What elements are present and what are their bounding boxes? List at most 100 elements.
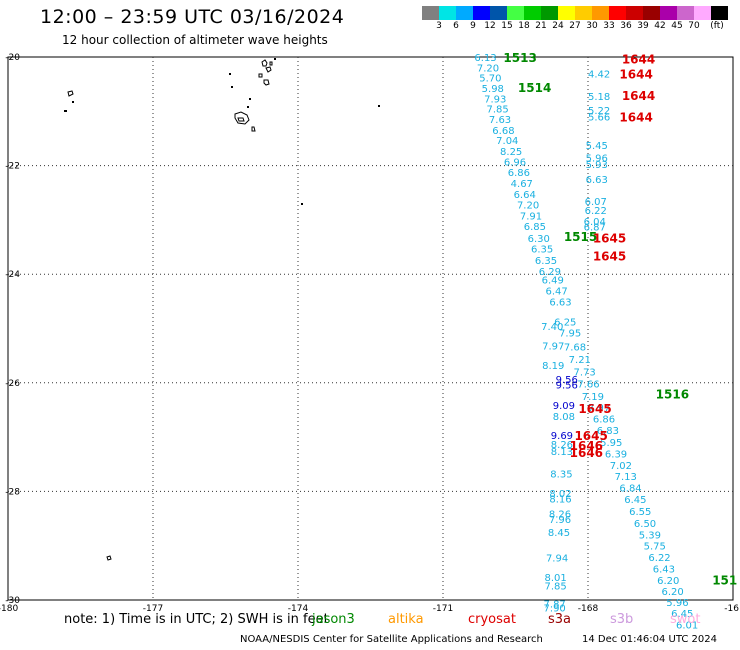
map-title: 12:00 – 23:59 UTC 03/16/2024 bbox=[40, 6, 345, 28]
legend-label: 3 bbox=[436, 21, 442, 31]
island-dot bbox=[231, 86, 233, 88]
wave-height-label: 7.95 bbox=[559, 328, 581, 339]
track-a: 6.137.205.705.987.937.857.636.687.048.25… bbox=[474, 53, 698, 631]
pass-time-label: 1516 bbox=[656, 388, 689, 402]
track-b: 4.42 5.18 5.225.66 5.455.965.93 6.63 6.076.22… bbox=[584, 69, 611, 233]
wave-height-label: 6.49 bbox=[542, 276, 564, 287]
legend-swatch bbox=[541, 6, 558, 20]
footer-note: note: 1) Time is in UTC; 2) SWH is in fe… bbox=[64, 612, 329, 627]
island-dot bbox=[378, 105, 380, 107]
legend-swatch bbox=[660, 6, 677, 20]
island-shape bbox=[263, 79, 270, 86]
legend-label: 12 bbox=[484, 21, 496, 31]
wave-height-label: 7.94 bbox=[546, 554, 568, 565]
legend-swatch bbox=[711, 6, 728, 20]
wave-height-label: 5.75 bbox=[644, 542, 666, 553]
wave-height-label: 7.87 bbox=[544, 599, 566, 610]
wave-height-label: 4.42 bbox=[588, 69, 610, 80]
wave-height-label: 9.09 bbox=[553, 401, 575, 412]
island-dot bbox=[64, 110, 67, 112]
lat-tick-label: -26 bbox=[5, 379, 20, 389]
legend-label: 24 bbox=[552, 21, 564, 31]
lat-tick-label: -20 bbox=[5, 53, 20, 63]
wave-height-label: 9.56 bbox=[556, 380, 578, 391]
wave-height-label: 7.20 bbox=[477, 63, 499, 74]
wave-height-label: 6.13 bbox=[474, 53, 496, 64]
legend-label: 6 bbox=[453, 21, 459, 31]
legend-label: 30 bbox=[586, 21, 598, 31]
satellite-cryosat: cryosat bbox=[468, 612, 516, 627]
wave-height-label: 7.90 bbox=[544, 604, 566, 615]
wave-height-label: 5.98 bbox=[482, 84, 504, 95]
wave-height-label: 6.22 bbox=[585, 206, 607, 217]
pass-time-label: 1513 bbox=[503, 51, 536, 65]
island-shape bbox=[67, 90, 74, 97]
wave-height-label: 6.47 bbox=[545, 286, 567, 297]
legend-label: 36 bbox=[620, 21, 632, 31]
wave-height-label: 6.20 bbox=[661, 587, 683, 598]
wave-height-label: 6.84 bbox=[619, 484, 641, 495]
wave-height-label: 6.96 bbox=[504, 157, 526, 168]
wave-height-label: 6.85 bbox=[524, 222, 546, 233]
pass-time-label: 1645 bbox=[593, 250, 626, 264]
pass-time-label: 151 bbox=[712, 573, 737, 587]
pass-time-label: 1514 bbox=[518, 81, 551, 95]
wave-height-label: 5.70 bbox=[479, 74, 501, 85]
wave-height-label: 8.25 bbox=[500, 147, 522, 158]
wave-height-label: 7.66 bbox=[577, 379, 599, 390]
legend-swatch bbox=[456, 6, 473, 20]
wave-height-label: 5.66 bbox=[588, 113, 610, 124]
wave-height-label: 6.01 bbox=[676, 620, 698, 631]
legend-swatch bbox=[626, 6, 643, 20]
island-dot bbox=[229, 73, 231, 75]
wave-height-label: 7.85 bbox=[487, 105, 509, 116]
legend-label: 18 bbox=[518, 21, 530, 31]
wave-height-label: 7.85 bbox=[545, 581, 567, 592]
map-grid bbox=[7, 56, 734, 601]
wave-height-label: 7.20 bbox=[517, 201, 539, 212]
wave-height-label: 8.02 bbox=[549, 489, 571, 500]
pass-time-label: 1644 bbox=[619, 67, 652, 81]
island-shape bbox=[258, 73, 263, 78]
legend-swatch bbox=[694, 6, 711, 20]
satellite-jason3: jason3 bbox=[312, 612, 355, 627]
wave-tracks: 6.137.205.705.987.937.857.636.687.048.25… bbox=[474, 53, 698, 631]
wave-height-label: 8.01 bbox=[545, 573, 567, 584]
pass-time-label: 1646 bbox=[570, 446, 603, 460]
wave-height-label: 7.93 bbox=[484, 94, 506, 105]
legend-swatch bbox=[575, 6, 592, 20]
wave-height-label: 5.45 bbox=[586, 141, 608, 152]
wave-height-label: 7.63 bbox=[489, 115, 511, 126]
legend-swatch bbox=[422, 6, 439, 20]
wave-height-label: 8.26 bbox=[551, 440, 573, 451]
satellite-swot: swot bbox=[670, 612, 701, 627]
wave-height-label: 7.40 bbox=[541, 322, 563, 333]
wave-height-label: 7.97 bbox=[588, 403, 610, 414]
map-frame bbox=[7, 56, 734, 601]
legend-label: 70 bbox=[688, 21, 700, 31]
legend-label: 42 bbox=[654, 21, 666, 31]
lon-tick-label: -168 bbox=[578, 604, 599, 614]
wave-height-label: 6.07 bbox=[585, 197, 607, 208]
wave-height-label: 6.39 bbox=[605, 449, 627, 460]
wave-height-label: 6.43 bbox=[653, 565, 675, 576]
island-dot bbox=[72, 101, 74, 103]
wave-height-label: 6.63 bbox=[549, 297, 571, 308]
island-shape bbox=[261, 59, 268, 67]
legend-label: 21 bbox=[535, 21, 547, 31]
island-dot bbox=[247, 106, 249, 108]
wave-height-label: 7.21 bbox=[569, 355, 591, 366]
wave-height-label: 5.96 bbox=[666, 598, 688, 609]
wave-height-label: 6.25 bbox=[554, 317, 576, 328]
legend-swatch bbox=[507, 6, 524, 20]
pass-time-label: 1644 bbox=[622, 89, 655, 103]
wave-height-label: 6.35 bbox=[535, 256, 557, 267]
pass-time-label: 1644 bbox=[619, 111, 652, 125]
wave-height-label: 6.55 bbox=[629, 507, 651, 518]
color-legend-labels: 3 6 9 12 15 18 21 24 27 30 33 36 39 42 45 70 (ft) bbox=[422, 21, 732, 35]
lon-tick-label: -177 bbox=[143, 604, 163, 614]
pass-time-label: 1644 bbox=[622, 53, 655, 67]
satellite-altika: altika bbox=[388, 612, 424, 627]
legend-swatch bbox=[643, 6, 660, 20]
